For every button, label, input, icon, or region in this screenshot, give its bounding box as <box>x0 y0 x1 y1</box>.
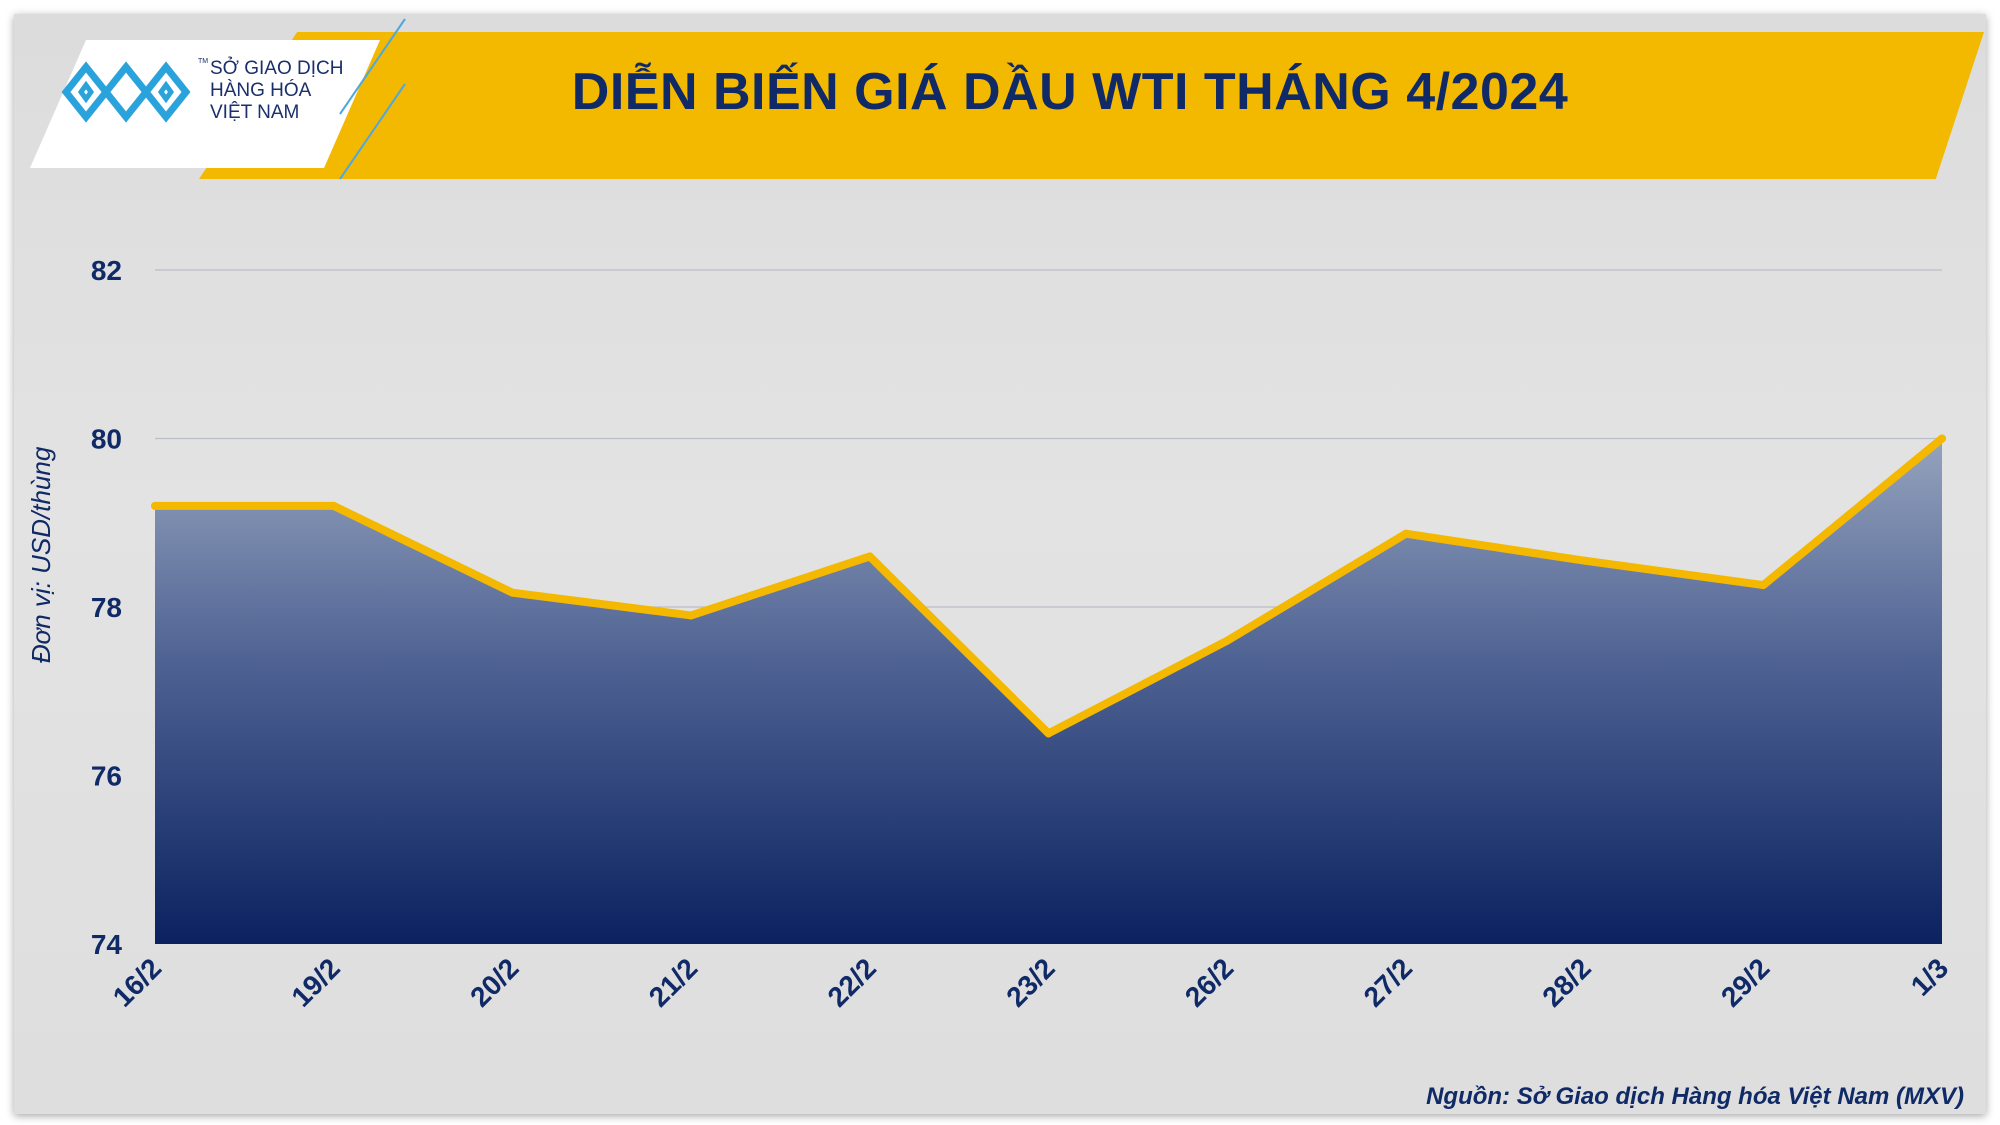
accent-line <box>339 18 406 180</box>
data-point <box>1580 556 1589 565</box>
data-point <box>1938 434 1946 443</box>
data-point <box>1044 729 1053 738</box>
x-tick-label: 23/2 <box>1000 952 1060 1012</box>
x-axis-ticks: 16/2 19/2 20/2 21/2 22/2 23/2 26/2 27/2 28/2 29/2… <box>107 952 1954 1012</box>
logo-card <box>30 40 380 168</box>
area-series <box>155 438 1942 944</box>
data-point <box>1223 636 1232 645</box>
y-tick-label: 74 <box>91 929 123 960</box>
y-tick-label: 82 <box>91 255 122 286</box>
y-axis-label: Đơn vị: USD/thùng <box>26 446 56 663</box>
chart-title: DIỄN BIẾN GIÁ DẦU WTI THÁNG 4/2024 <box>571 62 1569 121</box>
logo-line-3: VIỆT NAM <box>210 102 300 123</box>
data-point <box>151 501 159 510</box>
data-point <box>687 611 696 620</box>
data-point <box>329 501 338 510</box>
logo-text: SỞ GIAO DỊCH HÀNG HÓA VIỆT NAM <box>210 58 380 124</box>
x-tick-label: 20/2 <box>464 952 524 1012</box>
title-banner <box>199 32 1984 179</box>
logo-line-1: SỞ GIAO DỊCH <box>210 58 344 79</box>
logo-line-2: HÀNG HÓA <box>210 80 312 101</box>
x-tick-label: 21/2 <box>643 952 703 1012</box>
data-point <box>1759 581 1768 590</box>
y-tick-label: 80 <box>91 424 122 455</box>
data-point <box>1401 529 1410 538</box>
x-tick-label: 1/3 <box>1905 952 1954 1001</box>
x-tick-label: 27/2 <box>1358 952 1418 1012</box>
line-series <box>151 434 1946 738</box>
y-tick-label: 78 <box>91 592 122 623</box>
data-point <box>508 588 517 597</box>
y-axis-ticks: 74 76 78 80 82 <box>91 255 123 960</box>
source-note: Nguồn: Sở Giao dịch Hàng hóa Việt Nam (M… <box>1426 1083 1964 1110</box>
area-fill <box>155 438 1942 944</box>
y-tick-label: 76 <box>91 761 122 792</box>
logo-icon <box>61 61 191 123</box>
x-tick-label: 16/2 <box>107 952 167 1012</box>
x-tick-label: 28/2 <box>1536 952 1596 1012</box>
logo-trademark: TM <box>198 58 209 65</box>
data-point <box>865 552 874 561</box>
x-tick-label: 19/2 <box>285 952 345 1012</box>
x-tick-label: 29/2 <box>1715 952 1775 1012</box>
x-tick-label: 26/2 <box>1179 952 1239 1012</box>
x-tick-label: 22/2 <box>822 952 882 1012</box>
